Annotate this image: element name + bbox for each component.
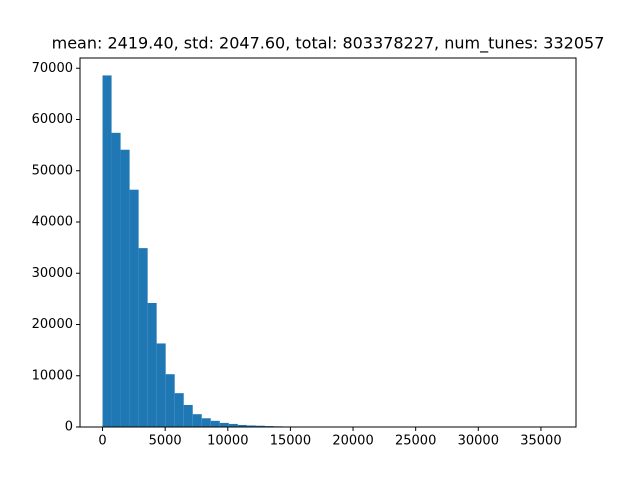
y-tick-label: 60000	[32, 112, 73, 127]
x-tick-label: 30000	[458, 434, 499, 449]
bar	[201, 418, 211, 427]
x-tick-label: 15000	[270, 434, 311, 449]
x-tick-label: 25000	[395, 434, 436, 449]
y-tick-label: 10000	[32, 368, 73, 383]
bar	[156, 343, 166, 427]
bar	[129, 189, 139, 427]
bar	[120, 149, 130, 428]
x-tick-label: 0	[98, 434, 106, 449]
bar	[192, 414, 202, 427]
bar	[165, 374, 175, 427]
x-tick-label: 5000	[149, 434, 182, 449]
bar	[111, 132, 121, 427]
bar	[174, 393, 184, 427]
x-tick-label: 20000	[332, 434, 373, 449]
y-tick-label: 40000	[32, 215, 73, 230]
chart-title: mean: 2419.40, std: 2047.60, total: 8033…	[52, 34, 605, 54]
y-tick-label: 20000	[32, 317, 73, 332]
bar	[102, 75, 112, 428]
y-tick-label: 30000	[32, 266, 73, 281]
bar	[228, 423, 238, 427]
x-tick-label: 10000	[207, 434, 248, 449]
bar	[237, 424, 247, 427]
bar	[183, 404, 193, 427]
bar	[246, 425, 256, 427]
bar	[219, 422, 229, 427]
bar	[138, 248, 148, 427]
plot-frame	[79, 57, 577, 428]
bar	[147, 302, 157, 427]
y-tick-label: 50000	[32, 163, 73, 178]
y-tick-label: 70000	[32, 61, 73, 76]
bar	[255, 425, 265, 427]
x-tick-label: 35000	[520, 434, 561, 449]
y-tick-label: 0	[65, 420, 73, 435]
bar	[210, 420, 220, 427]
